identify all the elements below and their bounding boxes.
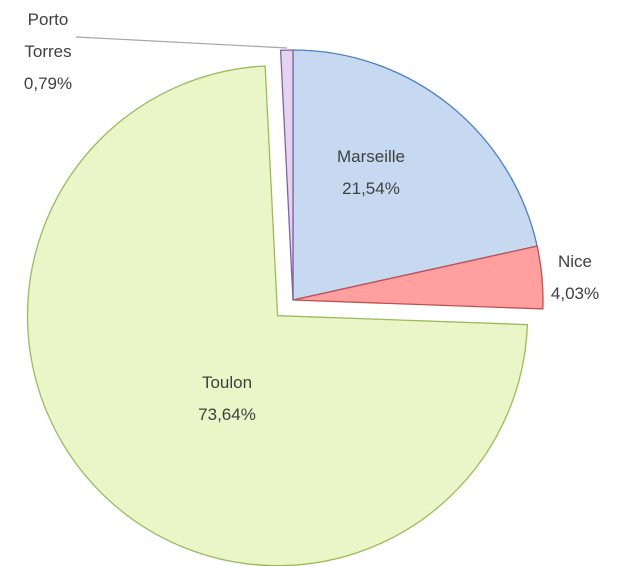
value-label: 21,54% xyxy=(342,179,400,198)
value-label: 4,03% xyxy=(550,284,600,303)
category-label: Toulon xyxy=(201,373,253,392)
value-label: 73,64% xyxy=(198,405,256,424)
slice-label: Porto Torres 0,79% xyxy=(24,4,72,100)
category-label: Marseille xyxy=(336,147,406,166)
category-label: Porto Torres xyxy=(24,10,72,61)
leader-line xyxy=(75,36,288,49)
slice-label: Marseille 21,54% xyxy=(337,141,405,205)
pie-slice xyxy=(292,49,538,301)
value-label: 0,79% xyxy=(23,74,73,93)
category-label: Nice xyxy=(557,252,593,271)
slice-label: Nice 4,03% xyxy=(551,246,599,310)
pie-slice xyxy=(279,49,294,301)
slice-label: Toulon 73,64% xyxy=(198,367,256,431)
pie-slice xyxy=(292,245,544,310)
pie-slice xyxy=(26,65,529,566)
